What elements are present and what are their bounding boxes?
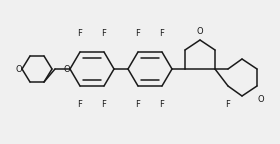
Text: F: F [160, 100, 164, 109]
Text: F: F [102, 100, 106, 109]
Text: O: O [15, 65, 22, 73]
Text: F: F [102, 29, 106, 38]
Text: F: F [136, 29, 141, 38]
Text: O: O [257, 95, 264, 105]
Text: O: O [63, 65, 70, 73]
Text: F: F [160, 29, 164, 38]
Text: F: F [78, 29, 82, 38]
Text: F: F [78, 100, 82, 109]
Text: F: F [136, 100, 141, 109]
Text: O: O [197, 27, 203, 36]
Text: F: F [226, 100, 230, 109]
